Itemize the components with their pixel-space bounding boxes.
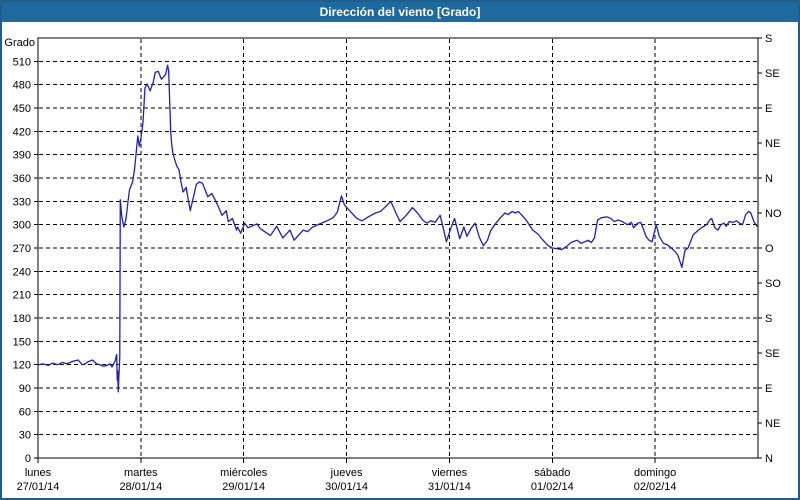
wind-direction-line bbox=[37, 64, 758, 393]
y-left-tick-label: 390 bbox=[13, 150, 31, 162]
y-left-tick-label: 510 bbox=[13, 56, 31, 68]
x-date-label: 02/02/14 bbox=[634, 481, 677, 493]
y-left-tick-label: 330 bbox=[13, 196, 31, 208]
y-right-compass-label: SO bbox=[765, 278, 781, 290]
x-weekday-label: jueves bbox=[330, 467, 363, 479]
y-right-compass-label: E bbox=[765, 383, 772, 395]
x-weekday-label: viernes bbox=[432, 467, 468, 479]
y-left-tick-label: 180 bbox=[13, 313, 31, 325]
x-date-label: 28/01/14 bbox=[119, 481, 162, 493]
x-weekday-label: domingo bbox=[634, 467, 676, 479]
x-date-label: 30/01/14 bbox=[325, 481, 368, 493]
window-titlebar: Dirección del viento [Grado] bbox=[2, 2, 798, 22]
y-left-tick-label: 480 bbox=[13, 80, 31, 92]
y-right-compass-label: S bbox=[765, 33, 772, 45]
y-left-tick-label: 210 bbox=[13, 290, 31, 302]
y-left-tick-label: 270 bbox=[13, 243, 31, 255]
y-right-compass-label: SE bbox=[765, 68, 780, 80]
y-left-tick-label: 120 bbox=[13, 360, 31, 372]
y-right-compass-label: N bbox=[765, 173, 773, 185]
y-right-compass-label: S bbox=[765, 313, 772, 325]
y-right-compass-label: NE bbox=[765, 418, 780, 430]
x-date-label: 27/01/14 bbox=[17, 481, 60, 493]
y-left-tick-label: 300 bbox=[13, 220, 31, 232]
x-date-label: 01/02/14 bbox=[531, 481, 574, 493]
y-left-tick-label: 0 bbox=[25, 453, 31, 465]
chart-canvas: 0 30 60 90 120 150 180 210 240 270 300 330 360 390 420… bbox=[2, 22, 798, 498]
y-right-compass-label: O bbox=[765, 243, 774, 255]
x-weekday-label: miércoles bbox=[220, 467, 268, 479]
y-right-compass-label: NE bbox=[765, 138, 780, 150]
y-right-compass-label: N bbox=[765, 453, 773, 465]
y-left-tick-label: 60 bbox=[19, 406, 31, 418]
window-title: Dirección del viento [Grado] bbox=[319, 5, 481, 19]
y-left-tick-label: 450 bbox=[13, 103, 31, 115]
y-left-tick-label: 90 bbox=[19, 383, 31, 395]
x-weekday-label: lunes bbox=[25, 467, 52, 479]
y-right-compass-label: E bbox=[765, 103, 772, 115]
y-left-tick-label: 360 bbox=[13, 173, 31, 185]
y-left-tick-label: 420 bbox=[13, 126, 31, 138]
x-weekday-label: martes bbox=[124, 467, 158, 479]
y-axis-title: Grado bbox=[4, 37, 35, 49]
y-right-compass-label: NO bbox=[765, 208, 782, 220]
wind-direction-chart: 0 30 60 90 120 150 180 210 240 270 300 330 360 390 420… bbox=[4, 33, 782, 493]
y-right-compass-label: SE bbox=[765, 348, 780, 360]
y-left-tick-label: 150 bbox=[13, 336, 31, 348]
x-date-label: 31/01/14 bbox=[428, 481, 471, 493]
x-date-label: 29/01/14 bbox=[222, 481, 265, 493]
x-weekday-label: sábado bbox=[534, 467, 570, 479]
y-left-tick-label: 30 bbox=[19, 430, 31, 442]
y-left-tick-label: 240 bbox=[13, 266, 31, 278]
